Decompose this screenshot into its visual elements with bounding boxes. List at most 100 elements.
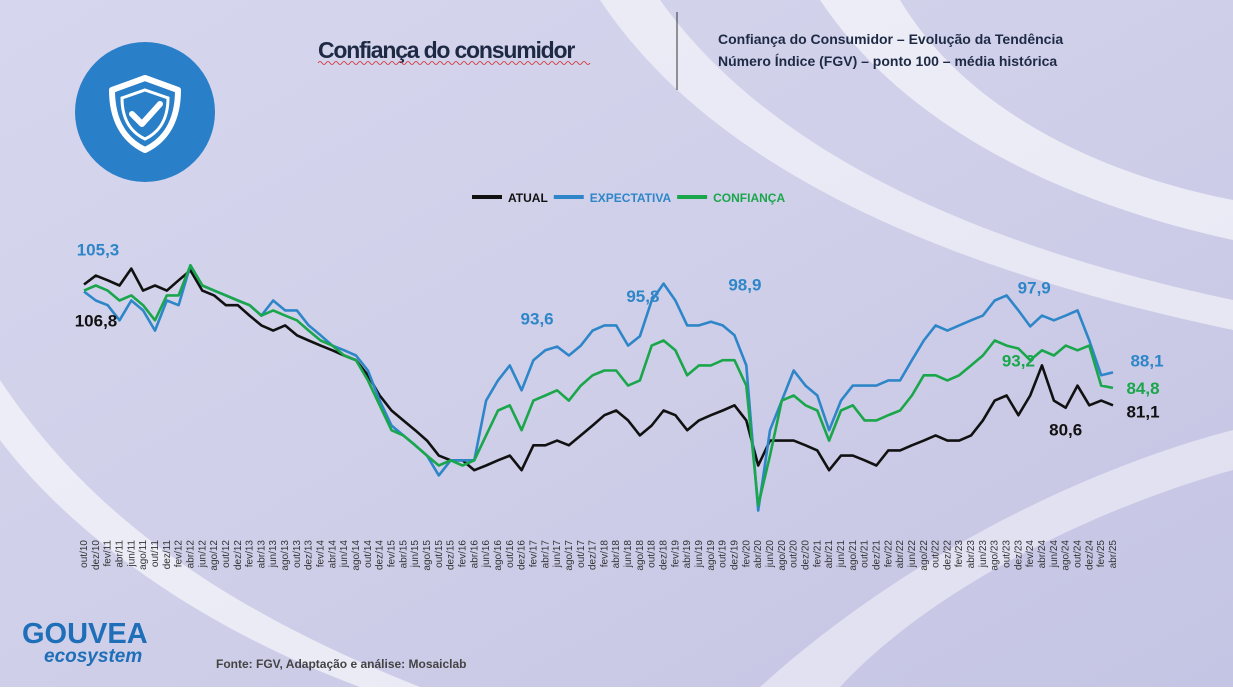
legend-label: ATUAL bbox=[508, 191, 548, 205]
x-tick-label: out/18 bbox=[647, 540, 658, 568]
x-tick-label: fev/16 bbox=[457, 540, 468, 568]
x-tick-label: ago/13 bbox=[280, 540, 291, 571]
subtitle: Confiança do Consumidor – Evolução da Te… bbox=[718, 31, 1063, 47]
x-tick-label: abr/17 bbox=[540, 540, 551, 569]
x-tick-label: fev/25 bbox=[1096, 540, 1107, 568]
x-tick-label: dez/15 bbox=[446, 540, 457, 570]
x-tick-label: ago/15 bbox=[422, 540, 433, 571]
value-label: 105,3 bbox=[77, 241, 120, 260]
x-tick-label: ago/14 bbox=[351, 540, 362, 571]
x-tick-label: dez/18 bbox=[659, 540, 670, 570]
x-tick-label: jun/12 bbox=[197, 540, 208, 569]
x-tick-label: out/14 bbox=[363, 540, 374, 568]
x-tick-label: ago/20 bbox=[777, 540, 788, 571]
x-tick-label: abr/20 bbox=[753, 540, 764, 569]
x-tick-label: abr/23 bbox=[966, 540, 977, 569]
x-tick-label: ago/23 bbox=[990, 540, 1001, 571]
x-tick-label: out/10 bbox=[79, 540, 90, 568]
value-label: 106,8 bbox=[75, 312, 118, 331]
x-tick-label: fev/18 bbox=[599, 540, 610, 568]
x-tick-label: fev/13 bbox=[245, 540, 256, 568]
x-tick-label: fev/12 bbox=[174, 540, 185, 568]
x-tick-label: fev/24 bbox=[1025, 540, 1036, 568]
x-tick-label: abr/15 bbox=[398, 540, 409, 569]
x-tick-label: dez/23 bbox=[1013, 540, 1024, 570]
subtitle: Número Índice (FGV) – ponto 100 – média … bbox=[718, 53, 1057, 69]
shield-badge bbox=[75, 42, 215, 182]
x-tick-label: abr/21 bbox=[824, 540, 835, 569]
x-tick-label: jun/13 bbox=[268, 540, 279, 569]
shield-icon bbox=[109, 75, 181, 153]
spell-underline bbox=[317, 61, 591, 65]
swoosh bbox=[820, 0, 1233, 240]
x-tick-label: abr/14 bbox=[327, 540, 338, 569]
x-tick-label: jun/23 bbox=[978, 540, 989, 569]
x-tick-label: dez/14 bbox=[375, 540, 386, 570]
x-tick-label: dez/17 bbox=[588, 540, 599, 570]
x-tick-label: jun/11 bbox=[126, 540, 137, 568]
shield-inner bbox=[120, 88, 170, 141]
x-tick-label: out/20 bbox=[789, 540, 800, 568]
value-label: 84,8 bbox=[1126, 379, 1159, 398]
x-tick-label: ago/24 bbox=[1061, 540, 1072, 571]
x-tick-label: out/19 bbox=[718, 540, 729, 568]
x-tick-label: dez/21 bbox=[871, 540, 882, 570]
brand-name: GOUVEA bbox=[22, 618, 148, 650]
x-tick-label: jun/19 bbox=[694, 540, 705, 569]
x-tick-label: out/23 bbox=[1002, 540, 1013, 568]
x-tick-label: fev/23 bbox=[954, 540, 965, 568]
x-tick-label: ago/16 bbox=[493, 540, 504, 571]
x-tick-label: abr/13 bbox=[256, 540, 267, 569]
x-tick-label: abr/25 bbox=[1108, 540, 1119, 569]
x-tick-label: jun/17 bbox=[552, 540, 563, 569]
x-tick-label: dez/20 bbox=[800, 540, 811, 570]
x-tick-label: fev/22 bbox=[883, 540, 894, 568]
swoosh bbox=[760, 430, 1233, 687]
x-tick-label: out/15 bbox=[434, 540, 445, 568]
x-tick-label: ago/21 bbox=[848, 540, 859, 571]
x-tick-label: jun/14 bbox=[339, 540, 350, 569]
x-tick-label: ago/11 bbox=[138, 540, 149, 570]
x-tick-label: out/11 bbox=[150, 540, 161, 567]
x-tick-label: jun/22 bbox=[907, 540, 918, 569]
x-tick-label: out/22 bbox=[931, 540, 942, 568]
legend-label: CONFIANÇA bbox=[713, 191, 785, 205]
value-label: 93,2 bbox=[1002, 351, 1035, 370]
brand-tagline: ecosystem bbox=[44, 646, 142, 667]
value-label: 88,1 bbox=[1130, 351, 1163, 370]
x-tick-label: abr/16 bbox=[469, 540, 480, 569]
x-tick-label: dez/22 bbox=[942, 540, 953, 570]
x-tick-label: out/13 bbox=[292, 540, 303, 568]
x-tick-label: dez/12 bbox=[233, 540, 244, 570]
x-tick-label: out/24 bbox=[1073, 540, 1084, 568]
value-label: 97,9 bbox=[1018, 278, 1051, 297]
x-tick-label: ago/19 bbox=[706, 540, 717, 571]
value-label: 81,1 bbox=[1126, 402, 1159, 421]
value-label: 93,6 bbox=[521, 310, 554, 329]
x-tick-label: jun/18 bbox=[623, 540, 634, 569]
x-tick-label: dez/10 bbox=[91, 540, 102, 570]
x-tick-label: fev/20 bbox=[741, 540, 752, 568]
x-tick-label: fev/14 bbox=[316, 540, 327, 568]
x-tick-label: fev/11 bbox=[103, 540, 114, 567]
x-tick-label: ago/22 bbox=[919, 540, 930, 571]
swoosh bbox=[600, 0, 1233, 330]
series-line bbox=[83, 267, 1114, 472]
x-tick-label: out/12 bbox=[221, 540, 232, 568]
x-tick-label: abr/24 bbox=[1037, 540, 1048, 569]
x-tick-label: fev/15 bbox=[387, 540, 398, 568]
x-tick-label: ago/12 bbox=[209, 540, 220, 571]
x-tick-label: abr/22 bbox=[895, 540, 906, 569]
check-icon bbox=[129, 101, 163, 127]
value-label: 95,8 bbox=[626, 287, 659, 306]
source: Fonte: FGV, Adaptação e análise: Mosaicl… bbox=[216, 657, 467, 671]
x-tick-label: jun/24 bbox=[1049, 540, 1060, 569]
value-label: 80,6 bbox=[1049, 421, 1082, 440]
x-tick-label: dez/16 bbox=[517, 540, 528, 570]
x-tick-label: out/17 bbox=[576, 540, 587, 568]
x-tick-label: dez/11 bbox=[162, 540, 173, 570]
x-tick-label: jun/20 bbox=[765, 540, 776, 569]
x-tick-label: dez/13 bbox=[304, 540, 315, 570]
x-tick-label: dez/19 bbox=[730, 540, 741, 570]
